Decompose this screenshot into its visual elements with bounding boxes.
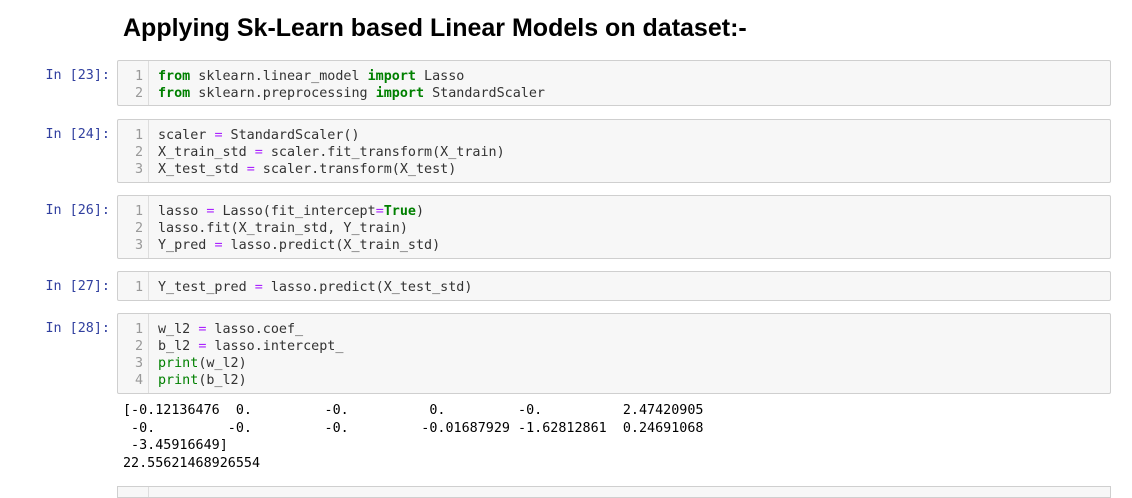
line-number-gutter xyxy=(118,120,149,182)
code-text: w_l2 = lasso.coef_ xyxy=(158,321,303,338)
code-token: True xyxy=(383,204,416,219)
code-token: lasso.fit(X_train_std, Y_train) xyxy=(158,221,408,236)
code-token: StandardScaler() xyxy=(222,128,360,143)
code-token: b_l2 xyxy=(158,339,199,354)
code-token: scaler xyxy=(158,128,215,143)
line-number: 3 xyxy=(134,356,143,371)
code-token: = xyxy=(206,204,215,219)
code-token: Lasso xyxy=(416,69,465,84)
line-number: 3 xyxy=(134,162,143,177)
code-token: lasso.coef_ xyxy=(206,322,304,337)
code-token: (b_l2) xyxy=(198,373,247,388)
line-number-gutter xyxy=(118,272,149,300)
code-text: lasso = Lasso(fit_intercept=True) xyxy=(158,203,424,220)
code-token: from xyxy=(158,69,191,84)
code-text: from sklearn.linear_model import Lasso xyxy=(158,68,464,85)
code-token: = xyxy=(254,280,263,295)
line-number: 2 xyxy=(134,221,143,236)
cell-prompt: In [28]: xyxy=(45,321,111,336)
cell-output: [-0.12136476 0. -0. 0. -0. 2.47420905 -0… xyxy=(123,402,703,472)
code-input-area[interactable]: 1 from sklearn.linear_model import Lasso 2… xyxy=(117,60,1111,106)
code-token: print xyxy=(158,356,199,371)
code-text: from sklearn.preprocessing import Standa… xyxy=(158,85,545,102)
line-number: 1 xyxy=(134,204,143,219)
code-token: Y_test_pred xyxy=(158,280,255,295)
code-token: lasso.predict(X_test_std) xyxy=(262,280,473,295)
code-token: = xyxy=(214,238,223,253)
line-number: 1 xyxy=(134,69,143,84)
line-number: 2 xyxy=(134,145,143,160)
line-number: 4 xyxy=(134,373,143,388)
code-input-area[interactable]: 1 w_l2 = lasso.coef_ 2 b_l2 = lasso.interce… xyxy=(117,313,1111,394)
section-heading: Applying Sk-Learn based Linear Models on… xyxy=(123,14,747,42)
output-line: -3.45916649] xyxy=(123,438,228,453)
code-token: scaler.fit_transform(X_train) xyxy=(262,145,505,160)
code-token: = xyxy=(198,339,207,354)
code-token: = xyxy=(198,322,207,337)
code-text: print(b_l2) xyxy=(158,372,247,389)
code-text: print(w_l2) xyxy=(158,355,247,372)
code-token: Y_pred xyxy=(158,238,215,253)
code-token: lasso.predict(X_train_std) xyxy=(222,238,441,253)
code-token: sklearn.preprocessing xyxy=(190,86,376,101)
code-token: lasso xyxy=(158,204,207,219)
cell-prompt: In [27]: xyxy=(45,279,111,294)
code-token: scaler.transform(X_test) xyxy=(254,162,457,177)
line-number: 1 xyxy=(134,322,143,337)
output-line: 22.55621468926554 xyxy=(123,455,261,471)
code-token: import xyxy=(375,86,425,101)
code-token: import xyxy=(367,69,416,84)
line-number: 1 xyxy=(134,128,143,143)
cell-prompt: In [26]: xyxy=(45,203,111,218)
code-text: lasso.fit(X_train_std, Y_train) xyxy=(158,220,408,237)
line-number-gutter xyxy=(118,314,149,393)
line-number-gutter xyxy=(118,196,149,258)
code-token: ) xyxy=(416,204,425,219)
code-token: = xyxy=(375,204,384,219)
line-number-gutter xyxy=(118,61,149,105)
line-number: 1 xyxy=(134,280,143,295)
cell-prompt: In [23]: xyxy=(45,68,111,83)
line-number: 2 xyxy=(134,339,143,354)
code-token: from xyxy=(158,86,191,101)
code-text: Y_pred = lasso.predict(X_train_std) xyxy=(158,237,440,254)
code-token: w_l2 xyxy=(158,322,199,337)
line-number: 3 xyxy=(134,238,143,253)
code-input-area[interactable]: 1 scaler = StandardScaler() 2 X_train_std =… xyxy=(117,119,1111,183)
output-line: -0. -0. -0. -0.01687929 -1.62812861 0.24… xyxy=(123,420,704,436)
code-text: X_test_std = scaler.transform(X_test) xyxy=(158,161,456,178)
output-line: [-0.12136476 0. -0. 0. -0. 2.47420905 xyxy=(123,403,704,418)
code-token: X_train_std xyxy=(158,145,255,160)
code-token: lasso.intercept_ xyxy=(206,339,344,354)
code-token: = xyxy=(214,128,223,143)
next-code-cell[interactable] xyxy=(117,486,1111,498)
line-number-gutter xyxy=(118,487,149,497)
line-number: 2 xyxy=(134,86,143,101)
code-input-area[interactable]: 1 lasso = Lasso(fit_intercept=True) 2 lasso… xyxy=(117,195,1111,259)
code-token: Lasso(fit_intercept xyxy=(214,204,376,219)
code-token: (w_l2) xyxy=(198,356,247,371)
code-text: Y_test_pred = lasso.predict(X_test_std) xyxy=(158,279,472,296)
code-token: print xyxy=(158,373,199,388)
code-token: StandardScaler xyxy=(424,86,545,101)
code-text: b_l2 = lasso.intercept_ xyxy=(158,338,343,355)
code-token: = xyxy=(246,162,255,177)
code-text: scaler = StandardScaler() xyxy=(158,127,360,144)
code-input-area[interactable]: 1 Y_test_pred = lasso.predict(X_test_std) xyxy=(117,271,1111,301)
code-text: X_train_std = scaler.fit_transform(X_tra… xyxy=(158,144,505,161)
code-token: sklearn.linear_model xyxy=(190,69,368,84)
code-token: X_test_std xyxy=(158,162,247,177)
code-token: = xyxy=(254,145,263,160)
cell-prompt: In [24]: xyxy=(45,127,111,142)
